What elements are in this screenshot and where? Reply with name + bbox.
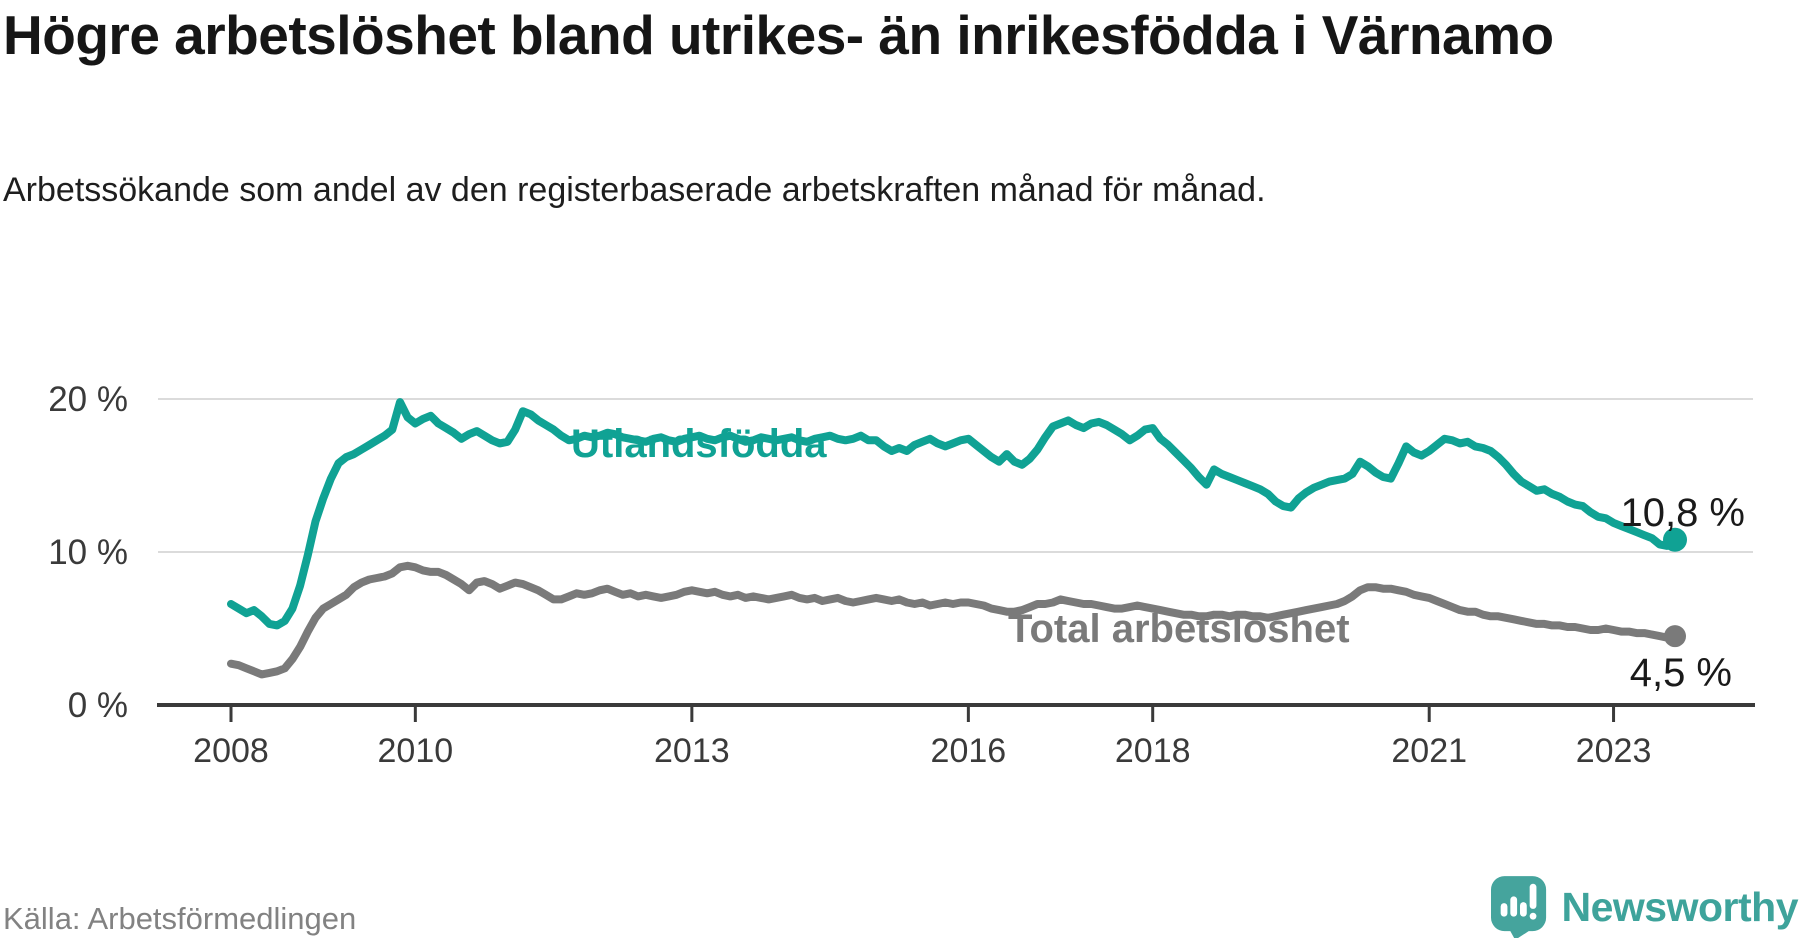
brand-logo: Newsworthy xyxy=(1490,876,1799,938)
end-value-label-utlandsfodda: 10,8 % xyxy=(1620,491,1745,535)
x-tick-label: 2021 xyxy=(1391,732,1467,770)
series-line-total-arbetsloshet xyxy=(227,561,1679,679)
chart-subtitle: Arbetssökande som andel av den registerb… xyxy=(3,171,1266,209)
y-tick-label: 10 % xyxy=(48,533,128,572)
y-tick-label: 20 % xyxy=(48,380,128,419)
chart-title: Högre arbetslöshet bland utrikes- än inr… xyxy=(3,4,1554,66)
x-axis xyxy=(157,703,1755,722)
series-line-utlandsfodda xyxy=(227,398,1679,630)
gridlines xyxy=(158,398,1753,553)
x-tick-label: 2023 xyxy=(1576,732,1652,770)
brand-name: Newsworthy xyxy=(1561,883,1799,930)
x-tick-label: 2008 xyxy=(193,732,269,770)
x-tick-label: 2013 xyxy=(654,732,730,770)
series-label-total-arbetsloshet: Total arbetslöshet xyxy=(1008,607,1350,651)
end-value-label-total-arbetsloshet: 4,5 % xyxy=(1630,651,1732,695)
x-tick-label: 2010 xyxy=(378,732,454,770)
x-tick-label: 2018 xyxy=(1115,732,1191,770)
x-axis-labels: 2008 2010 2013 2016 2018 2021 2023 xyxy=(193,732,1651,770)
y-tick-label: 0 % xyxy=(68,686,128,725)
end-dot-total-arbetsloshet xyxy=(1664,625,1686,648)
series-label-utlandsfodda: Utlandsfödda xyxy=(571,422,827,466)
end-dot-utlandsfodda xyxy=(1663,527,1687,552)
bar-chart-speech-bubble-icon xyxy=(1490,876,1546,938)
source-note: Källa: Arbetsförmedlingen xyxy=(3,901,357,936)
x-tick-label: 2016 xyxy=(931,732,1007,770)
y-axis-labels: 0 % 10 % 20 % xyxy=(48,380,128,725)
